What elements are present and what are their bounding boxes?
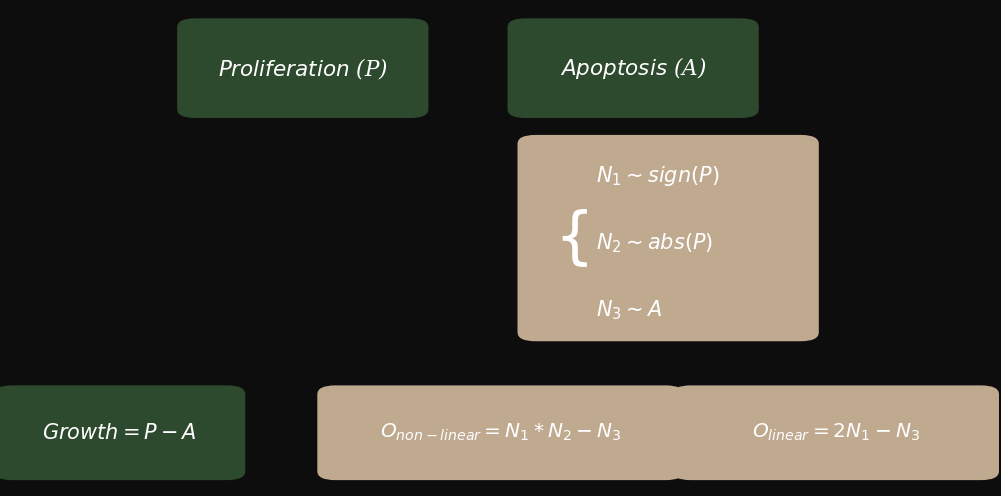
Text: $N_1 \sim sign(P)$: $N_1 \sim sign(P)$ xyxy=(596,164,719,188)
Text: $N_2 \sim abs(P)$: $N_2 \sim abs(P)$ xyxy=(596,231,713,255)
FancyBboxPatch shape xyxy=(317,385,684,480)
Text: $\{$: $\{$ xyxy=(554,207,588,269)
FancyBboxPatch shape xyxy=(508,18,759,118)
Text: $\it{Apoptosis}$ (A): $\it{Apoptosis}$ (A) xyxy=(560,55,707,81)
Text: $N_3 \sim A$: $N_3 \sim A$ xyxy=(596,298,662,322)
FancyBboxPatch shape xyxy=(0,385,245,480)
FancyBboxPatch shape xyxy=(177,18,428,118)
Text: $\it{Growth} = P - A$: $\it{Growth} = P - A$ xyxy=(42,423,197,443)
FancyBboxPatch shape xyxy=(673,385,999,480)
Text: $\it{Proliferation}$ (P): $\it{Proliferation}$ (P) xyxy=(218,56,387,81)
Text: $O_{linear} = 2N_1 - N_3$: $O_{linear} = 2N_1 - N_3$ xyxy=(752,422,920,443)
FancyBboxPatch shape xyxy=(518,135,819,341)
Text: $O_{non-linear} = N_1 * N_2 - N_3$: $O_{non-linear} = N_1 * N_2 - N_3$ xyxy=(379,422,622,443)
